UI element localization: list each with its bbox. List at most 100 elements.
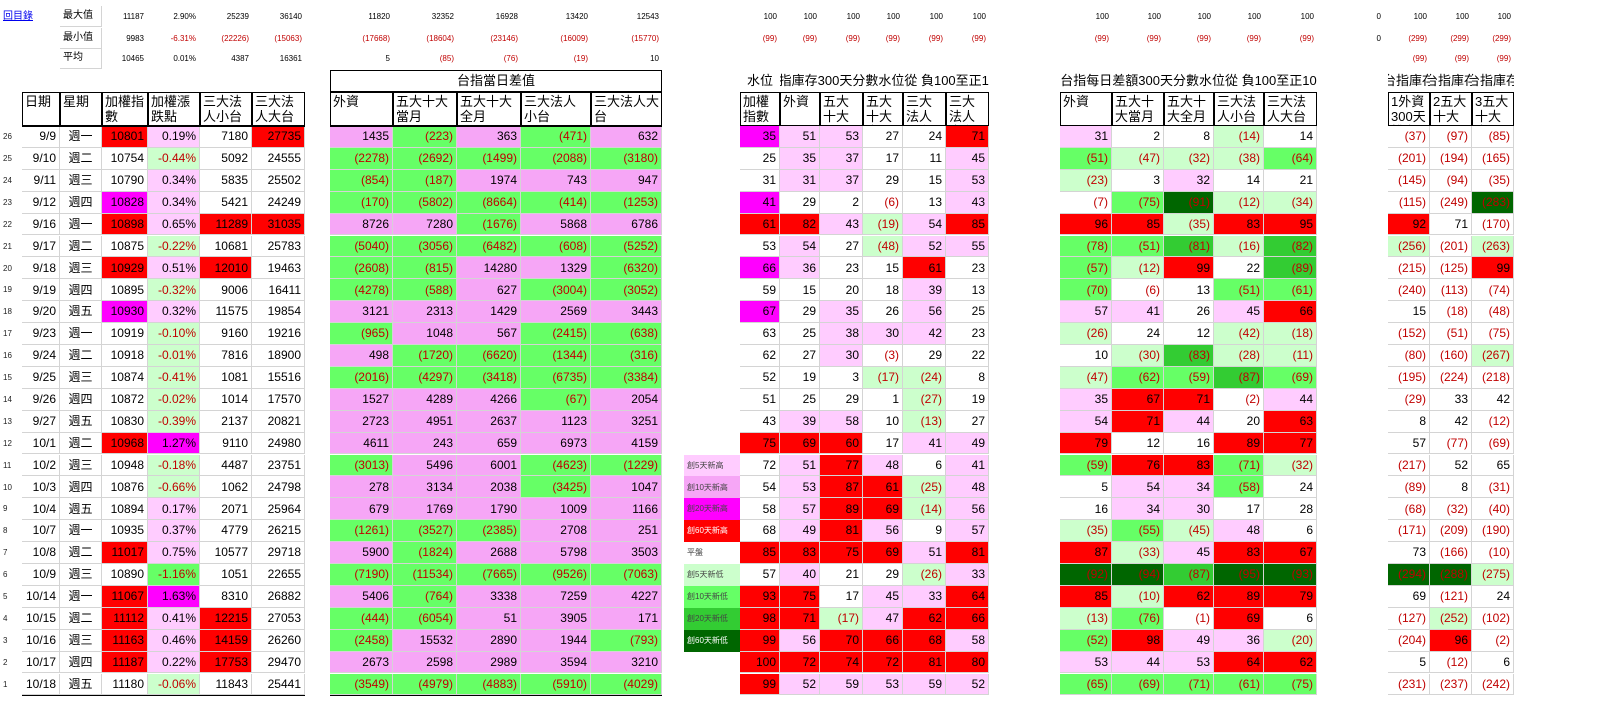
s2-cell[interactable]: 20821 (252, 410, 305, 433)
daily-diff-cell[interactable]: (12) (1214, 191, 1264, 214)
water-cell[interactable]: 62 (903, 607, 946, 630)
diff-cell[interactable]: (4883) (457, 673, 521, 696)
water-cell[interactable]: 72 (863, 651, 903, 674)
diff-cell[interactable]: 171 (591, 607, 662, 630)
daily-diff-cell[interactable]: 30 (1164, 498, 1214, 521)
weekday-cell[interactable]: 週三 (60, 564, 102, 586)
water-cell[interactable]: 47 (863, 607, 903, 630)
diff-cell[interactable]: 278 (330, 476, 393, 499)
daily-diff-cell[interactable]: 83 (1214, 542, 1264, 564)
change-cell[interactable]: 0.22% (148, 651, 200, 674)
water-cell[interactable]: 29 (863, 169, 903, 192)
s1-cell[interactable]: 7180 (200, 126, 252, 148)
rank-cell[interactable]: 57 (1388, 432, 1430, 455)
s1-cell[interactable]: 5092 (200, 147, 252, 170)
diff-cell[interactable]: (5910) (521, 673, 591, 696)
index-cell[interactable]: 10828 (102, 191, 148, 214)
diff-cell[interactable]: 947 (591, 169, 662, 192)
rank-cell[interactable]: (32) (1430, 498, 1472, 521)
date-cell[interactable]: 9/9 (22, 126, 60, 148)
water-cell[interactable]: 41 (903, 432, 946, 455)
diff-cell[interactable]: 4159 (591, 432, 662, 455)
daily-diff-cell[interactable]: 66 (1264, 301, 1317, 324)
water-cell[interactable]: 75 (780, 585, 820, 608)
rank-cell[interactable]: (113) (1430, 279, 1472, 302)
water-cell[interactable]: 59 (740, 279, 780, 302)
daily-diff-cell[interactable]: 24 (1112, 323, 1164, 345)
diff-cell[interactable]: (7190) (330, 564, 393, 586)
water-cell[interactable]: 89 (820, 498, 863, 521)
water-cell[interactable]: 54 (740, 476, 780, 499)
rank-cell[interactable]: (252) (1430, 607, 1472, 630)
rank-cell[interactable]: (195) (1388, 366, 1430, 389)
water-cell[interactable]: 64 (946, 585, 989, 608)
diff-cell[interactable]: 632 (591, 126, 662, 148)
daily-diff-cell[interactable]: (57) (1060, 257, 1112, 280)
water-cell[interactable]: 61 (740, 213, 780, 236)
rank-cell[interactable]: (165) (1472, 147, 1514, 170)
diff-cell[interactable]: (1676) (457, 213, 521, 236)
date-cell[interactable]: 9/18 (22, 257, 60, 280)
stat-value[interactable]: 100 (972, 11, 986, 21)
diff-cell[interactable]: (3384) (591, 366, 662, 389)
diff-cell[interactable]: (815) (393, 257, 457, 280)
water-cell[interactable]: 53 (863, 673, 903, 696)
daily-diff-cell[interactable]: 71 (1164, 388, 1214, 411)
weekday-cell[interactable]: 週三 (60, 629, 102, 652)
diff-cell[interactable]: 2313 (393, 301, 457, 324)
diff-cell[interactable]: (6735) (521, 366, 591, 389)
diff-cell[interactable]: (11534) (393, 564, 457, 586)
rank-cell[interactable]: (166) (1430, 542, 1472, 564)
index-cell[interactable]: 10968 (102, 432, 148, 455)
diff-cell[interactable]: (7063) (591, 564, 662, 586)
rank-cell[interactable]: (77) (1430, 432, 1472, 455)
diff-cell[interactable]: 4227 (591, 585, 662, 608)
water-cell[interactable]: 42 (903, 323, 946, 345)
diff-cell[interactable]: (7665) (457, 564, 521, 586)
water-cell[interactable]: 56 (863, 520, 903, 543)
water-cell[interactable]: 6 (903, 454, 946, 477)
diff-cell[interactable]: 1527 (330, 388, 393, 411)
water-cell[interactable]: 45 (863, 585, 903, 608)
stat-value[interactable]: (15063) (274, 33, 302, 43)
water-cell[interactable]: (13) (903, 410, 946, 433)
diff-cell[interactable]: (6482) (457, 235, 521, 258)
diff-cell[interactable]: 3338 (457, 585, 521, 608)
weekday-cell[interactable]: 週四 (60, 191, 102, 214)
water-cell[interactable]: 71 (780, 607, 820, 630)
diff-cell[interactable]: 3503 (591, 542, 662, 564)
daily-diff-cell[interactable]: 24 (1264, 476, 1317, 499)
change-cell[interactable]: 0.17% (148, 498, 200, 521)
water-cell[interactable]: 13 (946, 279, 989, 302)
diff-cell[interactable]: 2673 (330, 651, 393, 674)
daily-diff-cell[interactable]: 98 (1112, 629, 1164, 652)
rank-cell[interactable]: (217) (1388, 454, 1430, 477)
date-cell[interactable]: 9/24 (22, 345, 60, 367)
water-cell[interactable]: 29 (903, 345, 946, 367)
diff-cell[interactable]: (6320) (591, 257, 662, 280)
stat-value[interactable]: 100 (1247, 11, 1261, 21)
daily-diff-cell[interactable]: 77 (1264, 432, 1317, 455)
weekday-cell[interactable]: 週五 (60, 410, 102, 433)
date-cell[interactable]: 9/12 (22, 191, 60, 214)
s1-cell[interactable]: 17753 (200, 651, 252, 674)
daily-diff-cell[interactable]: (45) (1164, 520, 1214, 543)
daily-diff-cell[interactable]: 45 (1164, 542, 1214, 564)
water-cell[interactable]: 39 (903, 279, 946, 302)
daily-diff-cell[interactable]: 87 (1060, 542, 1112, 564)
date-cell[interactable]: 9/19 (22, 279, 60, 302)
rank-cell[interactable]: (190) (1472, 520, 1514, 543)
water-cell[interactable]: (6) (863, 191, 903, 214)
diff-cell[interactable]: (223) (393, 126, 457, 148)
weekday-cell[interactable]: 週四 (60, 476, 102, 499)
water-cell[interactable]: 75 (740, 432, 780, 455)
weekday-cell[interactable]: 週二 (60, 432, 102, 455)
diff-cell[interactable]: 567 (457, 323, 521, 345)
water-cell[interactable]: 55 (946, 235, 989, 258)
stat-value[interactable]: (99) (1246, 33, 1261, 43)
water-cell[interactable]: 98 (740, 607, 780, 630)
rank-cell[interactable]: (209) (1430, 520, 1472, 543)
water-cell[interactable]: 49 (780, 520, 820, 543)
weekday-cell[interactable]: 週一 (60, 213, 102, 236)
water-cell[interactable]: 81 (820, 520, 863, 543)
